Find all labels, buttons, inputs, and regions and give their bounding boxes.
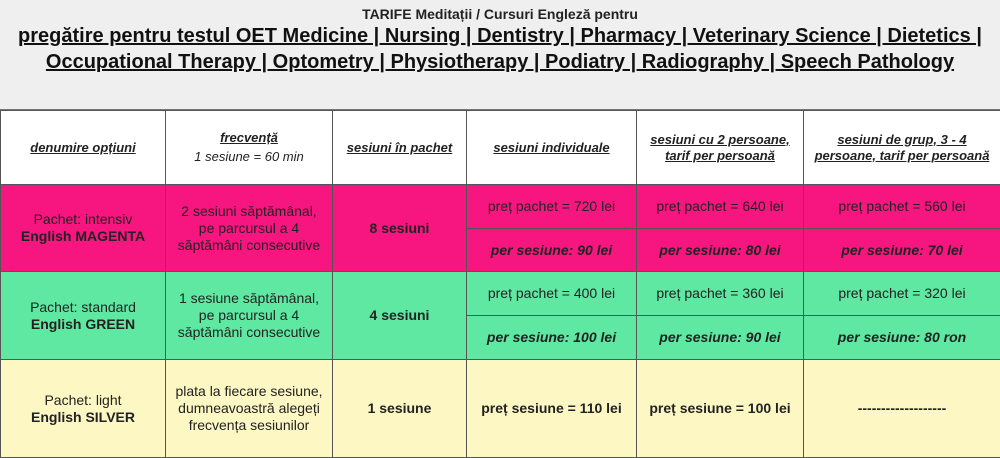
session-price: per sesiune: 90 lei	[636, 315, 804, 360]
sessions-cell: 1 sesiune	[332, 359, 467, 458]
column-title: sesiuni individuale	[493, 139, 610, 155]
column-header: sesiuni cu 2 persoane, tarif per persoan…	[636, 110, 804, 185]
frequency-cell: 2 sesiuni săptămânal, pe parcursul a 4 s…	[165, 184, 333, 272]
frequency-cell: 1 sesiune săptămânal, pe parcursul a 4 s…	[165, 271, 333, 360]
column-title: sesiuni cu 2 persoane, tarif per persoan…	[650, 131, 790, 163]
package-type: Pachet: intensiv	[33, 211, 133, 227]
session-price: preț sesiune = 100 lei	[636, 359, 804, 458]
package-row: Pachet: light English SILVER plata la fiec…	[0, 359, 1000, 458]
subtitle: pregătire pentru testul OET Medicine | N…	[18, 25, 982, 73]
header-row: denumire opțiuni frecvență 1 sesiune = 60 …	[0, 110, 1000, 185]
column-note: 1 sesiune = 60 min	[194, 149, 304, 164]
sessions-cell: 4 sesiuni	[332, 271, 467, 360]
package-name: English GREEN	[30, 315, 136, 332]
price-table: denumire opțiuni frecvență 1 sesiune = 60 …	[0, 110, 1000, 458]
package-price: preț pachet = 560 lei	[803, 184, 1000, 229]
title: TARIFE Meditații / Cursuri Engleză pentr…	[362, 6, 638, 22]
column-title: sesiuni în pachet	[346, 139, 453, 155]
package-price: preț pachet = 720 lei	[466, 184, 637, 229]
column-title: frecvență	[220, 130, 278, 145]
package-type: Pachet: light	[44, 391, 122, 408]
column-header: sesiuni individuale	[466, 110, 637, 185]
column-title: denumire opțiuni	[30, 139, 136, 155]
package-row: Pachet: intensiv English MAGENTA 2 sesiuni…	[0, 184, 1000, 272]
session-price: -------------------	[803, 359, 1000, 458]
package-type: Pachet: standard	[30, 298, 136, 315]
package-cell: Pachet: standard English GREEN	[0, 271, 166, 360]
package-price: preț pachet = 320 lei	[803, 271, 1000, 316]
session-price: per sesiune: 90 lei	[466, 228, 637, 272]
column-header: frecvență 1 sesiune = 60 min	[165, 110, 333, 185]
column-header: sesiuni în pachet	[332, 110, 467, 185]
package-price: preț pachet = 360 lei	[636, 271, 804, 316]
package-price: preț pachet = 400 lei	[466, 271, 637, 316]
sessions-cell: 8 sesiuni	[332, 184, 467, 272]
package-row: Pachet: standard English GREEN 1 sesiune s…	[0, 271, 1000, 360]
session-price: per sesiune: 70 lei	[803, 228, 1000, 272]
frequency-cell: plata la fiecare sesiune, dumneavoastră …	[165, 359, 333, 458]
column-header: denumire opțiuni	[0, 110, 166, 185]
column-title: sesiuni de grup, 3 - 4 persoane, tarif p…	[814, 131, 990, 163]
package-subrow: per sesiune: 90 lei per sesiune: 80 lei pe…	[0, 228, 1000, 272]
package-name: English MAGENTA	[20, 228, 146, 244]
session-price: per sesiune: 100 lei	[466, 315, 637, 360]
session-price: per sesiune: 80 ron	[803, 315, 1000, 360]
column-header: sesiuni de grup, 3 - 4 persoane, tarif p…	[803, 110, 1000, 185]
header: TARIFE Meditații / Cursuri Engleză pentr…	[0, 0, 1000, 110]
package-cell: Pachet: light English SILVER	[0, 359, 166, 458]
package-name: English SILVER	[31, 408, 135, 425]
package-cell: Pachet: intensiv English MAGENTA	[0, 184, 166, 272]
session-price: preț sesiune = 110 lei	[466, 359, 637, 458]
session-price: per sesiune: 80 lei	[636, 228, 804, 272]
package-price: preț pachet = 640 lei	[636, 184, 804, 229]
